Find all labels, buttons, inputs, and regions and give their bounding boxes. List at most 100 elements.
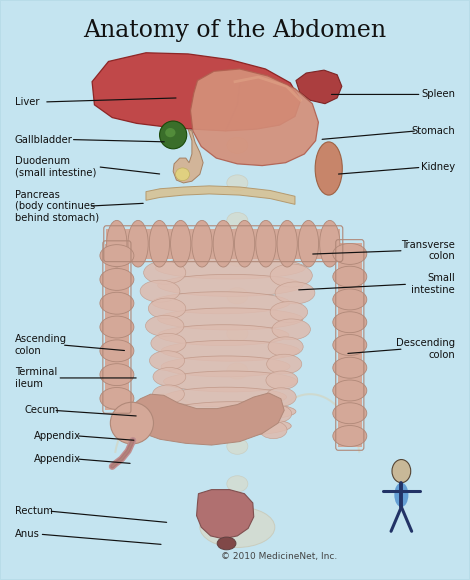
Ellipse shape bbox=[320, 220, 340, 267]
Bar bbox=[338, 242, 361, 447]
Ellipse shape bbox=[200, 507, 275, 548]
Ellipse shape bbox=[110, 403, 154, 444]
Ellipse shape bbox=[227, 401, 248, 416]
Ellipse shape bbox=[263, 405, 292, 422]
Text: Liver: Liver bbox=[15, 97, 39, 107]
Ellipse shape bbox=[153, 385, 184, 404]
Ellipse shape bbox=[151, 334, 186, 353]
Polygon shape bbox=[92, 53, 301, 131]
Ellipse shape bbox=[164, 387, 287, 407]
Text: Cecum: Cecum bbox=[24, 405, 59, 415]
Ellipse shape bbox=[256, 220, 276, 267]
Ellipse shape bbox=[272, 319, 311, 340]
Bar bbox=[106, 229, 340, 259]
Ellipse shape bbox=[333, 426, 367, 447]
Ellipse shape bbox=[161, 356, 290, 377]
Ellipse shape bbox=[270, 302, 308, 322]
Ellipse shape bbox=[213, 220, 234, 267]
Ellipse shape bbox=[128, 220, 148, 267]
Ellipse shape bbox=[156, 418, 185, 435]
Polygon shape bbox=[190, 69, 318, 166]
Ellipse shape bbox=[268, 337, 303, 357]
Text: Anatomy of the Abdomen: Anatomy of the Abdomen bbox=[84, 19, 386, 42]
Ellipse shape bbox=[157, 308, 303, 330]
Ellipse shape bbox=[227, 175, 248, 191]
Polygon shape bbox=[146, 186, 295, 204]
Ellipse shape bbox=[157, 274, 303, 296]
Ellipse shape bbox=[217, 537, 236, 550]
Ellipse shape bbox=[333, 244, 367, 264]
Ellipse shape bbox=[270, 264, 313, 287]
Ellipse shape bbox=[164, 371, 297, 392]
Ellipse shape bbox=[315, 142, 342, 195]
Ellipse shape bbox=[192, 220, 212, 267]
Ellipse shape bbox=[266, 388, 296, 407]
Ellipse shape bbox=[107, 220, 127, 267]
Text: Appendix: Appendix bbox=[33, 454, 80, 464]
Ellipse shape bbox=[266, 354, 302, 374]
Text: Gallbladder: Gallbladder bbox=[15, 135, 73, 144]
Ellipse shape bbox=[333, 335, 367, 356]
Text: Spleen: Spleen bbox=[421, 89, 455, 99]
Ellipse shape bbox=[149, 351, 185, 371]
Text: Duodenum
(small intestine): Duodenum (small intestine) bbox=[15, 156, 96, 177]
Ellipse shape bbox=[227, 363, 248, 379]
Ellipse shape bbox=[156, 257, 306, 279]
Text: Rectum: Rectum bbox=[15, 506, 53, 516]
Ellipse shape bbox=[144, 261, 186, 284]
Polygon shape bbox=[196, 490, 254, 539]
Ellipse shape bbox=[157, 325, 289, 346]
Text: Terminal
ileum: Terminal ileum bbox=[15, 367, 57, 389]
Ellipse shape bbox=[100, 340, 134, 362]
Ellipse shape bbox=[169, 416, 291, 436]
Ellipse shape bbox=[298, 220, 319, 267]
Ellipse shape bbox=[154, 402, 185, 419]
Ellipse shape bbox=[159, 121, 187, 149]
Ellipse shape bbox=[227, 250, 248, 266]
Ellipse shape bbox=[152, 292, 290, 314]
Ellipse shape bbox=[100, 292, 134, 314]
Ellipse shape bbox=[227, 438, 248, 454]
Ellipse shape bbox=[266, 371, 298, 390]
Ellipse shape bbox=[394, 483, 408, 507]
Text: Transverse
colon: Transverse colon bbox=[401, 240, 455, 262]
Ellipse shape bbox=[333, 311, 367, 333]
Ellipse shape bbox=[100, 364, 134, 386]
Text: Small
intestine: Small intestine bbox=[412, 273, 455, 295]
Ellipse shape bbox=[227, 137, 248, 154]
Ellipse shape bbox=[146, 316, 184, 336]
Ellipse shape bbox=[175, 168, 189, 180]
Text: Pancreas
(body continues
behind stomach): Pancreas (body continues behind stomach) bbox=[15, 190, 99, 223]
Ellipse shape bbox=[235, 220, 255, 267]
Ellipse shape bbox=[169, 402, 296, 421]
Ellipse shape bbox=[227, 62, 248, 78]
Bar bbox=[105, 244, 129, 411]
Ellipse shape bbox=[100, 387, 134, 409]
Ellipse shape bbox=[165, 128, 175, 137]
Ellipse shape bbox=[260, 421, 287, 438]
Text: Stomach: Stomach bbox=[412, 126, 455, 136]
Text: © 2010 MedicineNet, Inc.: © 2010 MedicineNet, Inc. bbox=[221, 552, 337, 561]
Text: Ascending
colon: Ascending colon bbox=[15, 334, 67, 356]
Polygon shape bbox=[117, 393, 284, 445]
Ellipse shape bbox=[333, 289, 367, 310]
Ellipse shape bbox=[227, 100, 248, 116]
Text: Descending
colon: Descending colon bbox=[396, 338, 455, 360]
Ellipse shape bbox=[149, 220, 170, 267]
Ellipse shape bbox=[275, 282, 315, 304]
Ellipse shape bbox=[100, 316, 134, 338]
Text: Appendix: Appendix bbox=[33, 431, 80, 441]
Ellipse shape bbox=[227, 325, 248, 342]
Text: Anus: Anus bbox=[15, 529, 39, 539]
Ellipse shape bbox=[277, 220, 298, 267]
Ellipse shape bbox=[333, 266, 367, 287]
Ellipse shape bbox=[333, 357, 367, 378]
Ellipse shape bbox=[161, 340, 299, 361]
Polygon shape bbox=[173, 129, 203, 183]
Ellipse shape bbox=[149, 298, 186, 319]
Ellipse shape bbox=[333, 403, 367, 424]
Ellipse shape bbox=[227, 212, 248, 229]
Ellipse shape bbox=[140, 280, 180, 302]
Ellipse shape bbox=[100, 269, 134, 291]
Ellipse shape bbox=[333, 380, 367, 401]
